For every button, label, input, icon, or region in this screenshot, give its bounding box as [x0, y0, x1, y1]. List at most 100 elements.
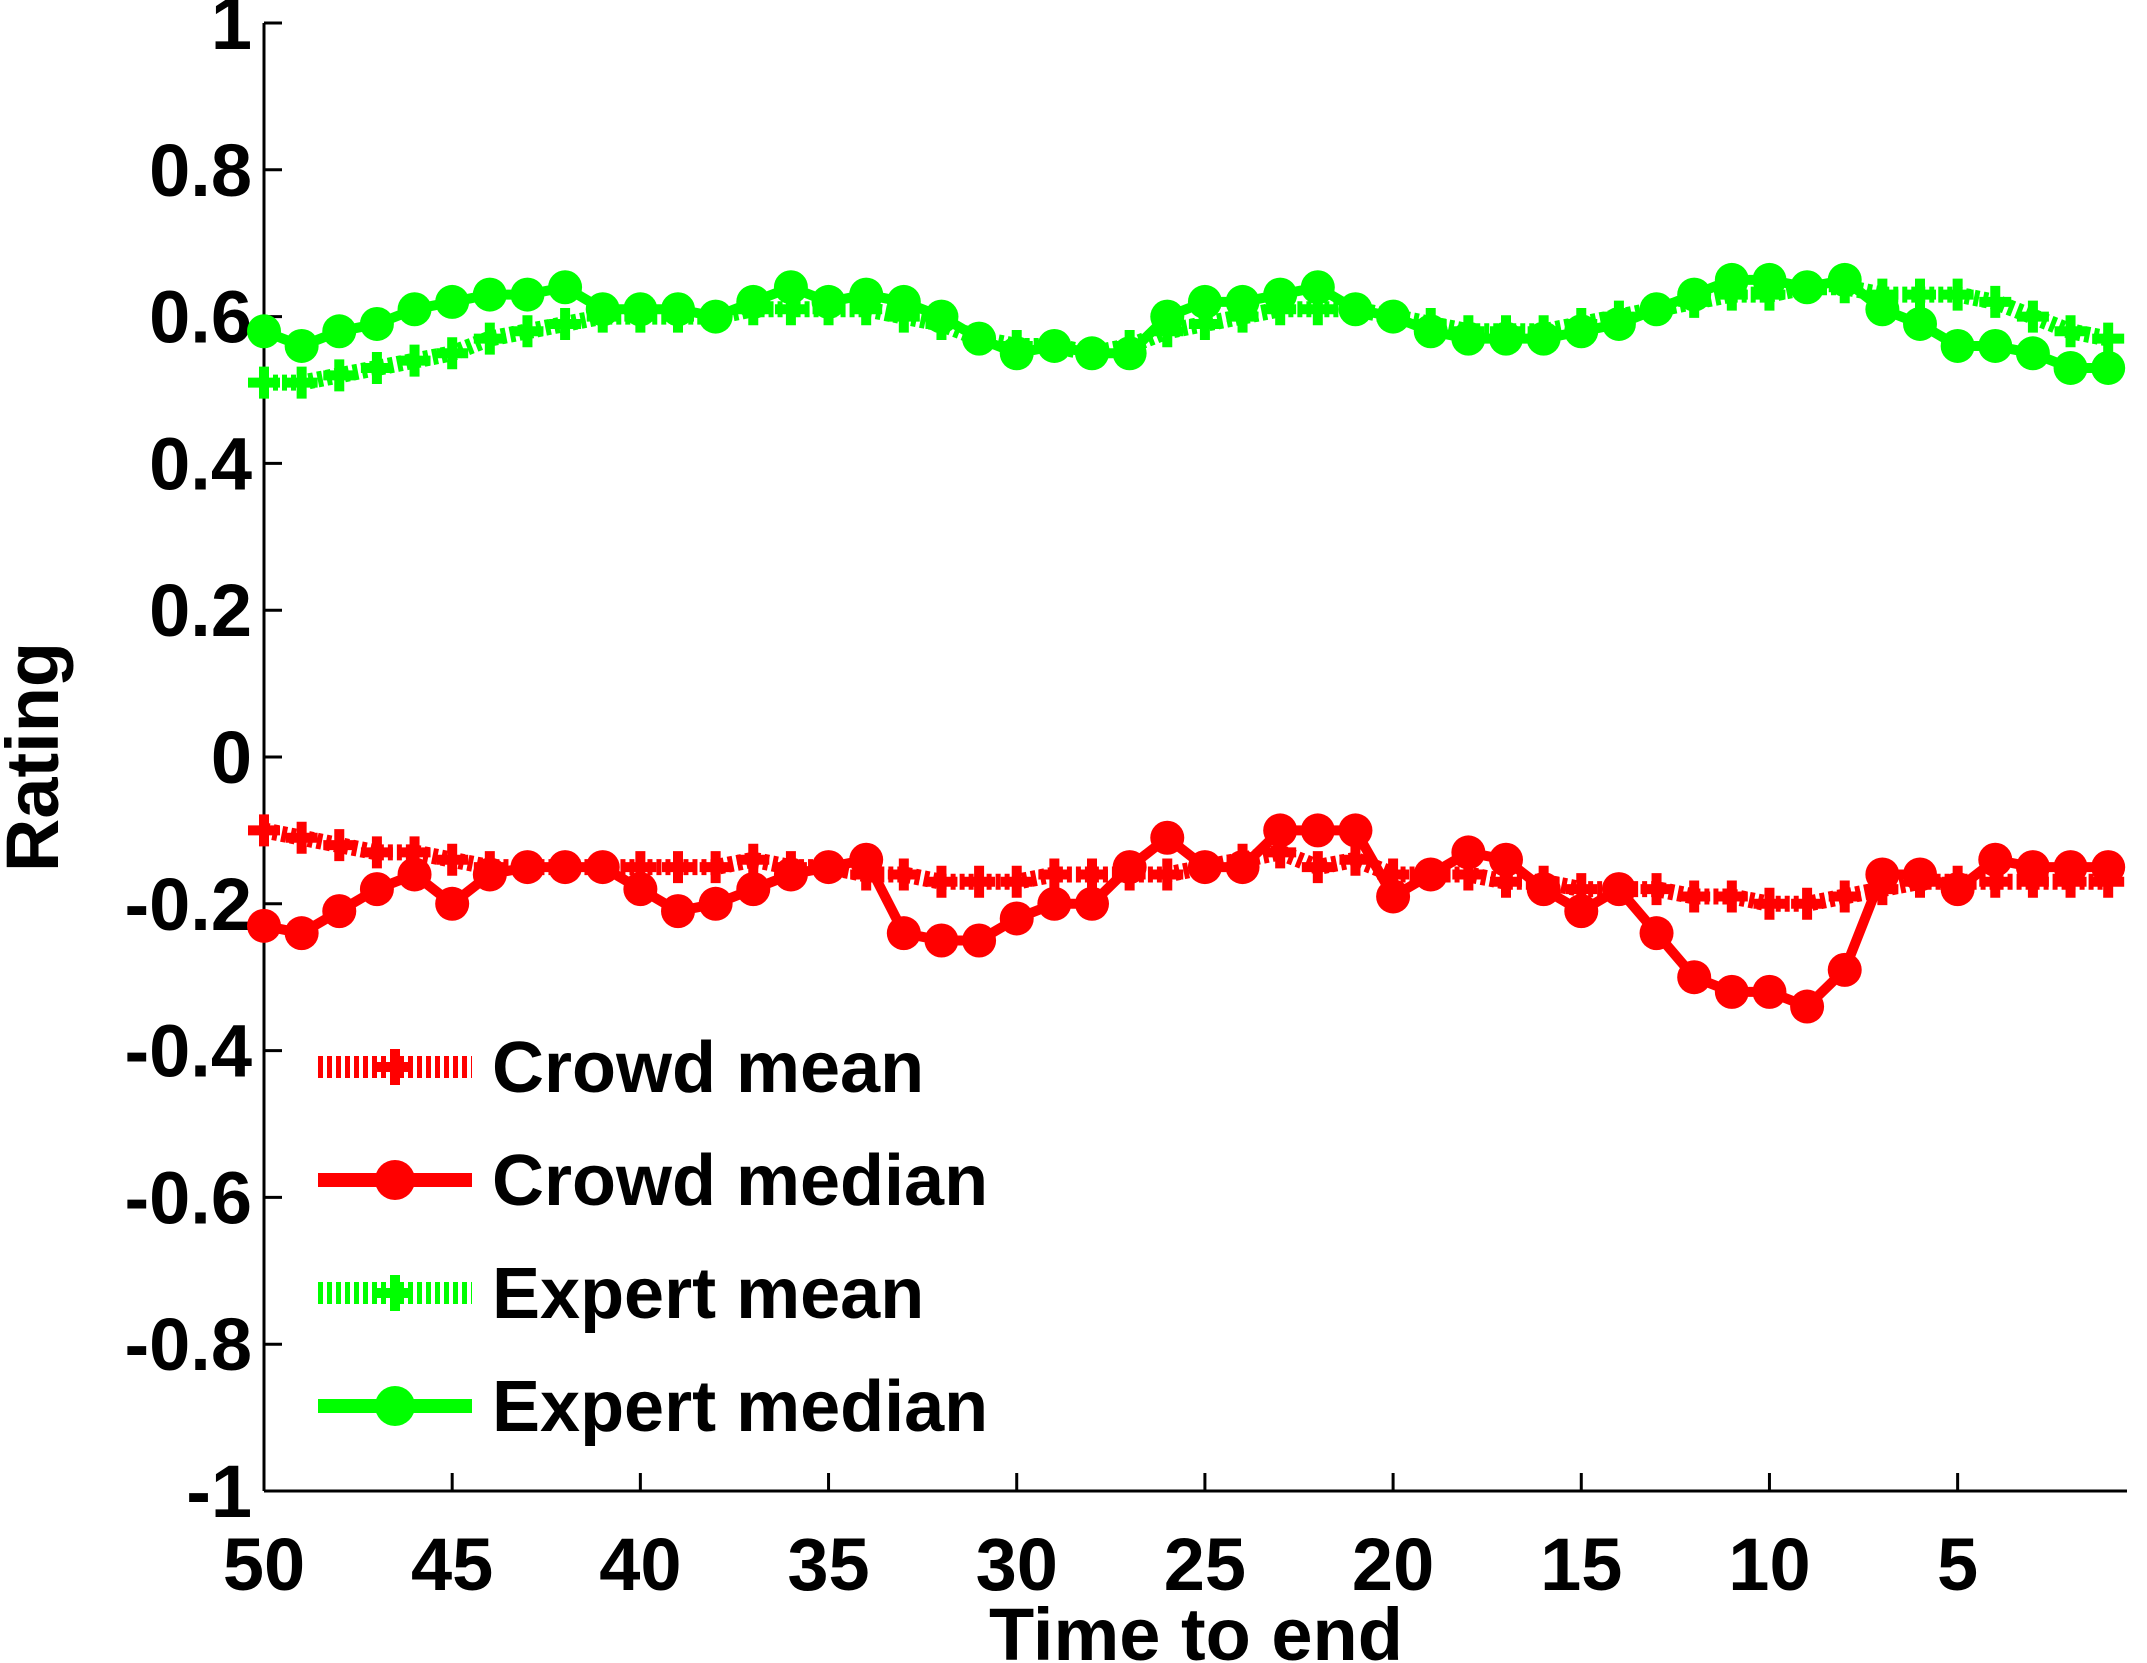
- crowd-median-point: [849, 842, 884, 877]
- expert-median-point: [811, 284, 846, 319]
- expert-mean-point: [436, 337, 469, 370]
- expert-median-point: [2091, 350, 2126, 385]
- expert-median-series: [247, 262, 2126, 385]
- crowd-mean-point: [925, 865, 958, 898]
- expert-median-point: [1263, 277, 1298, 312]
- crowd-mean-point: [1301, 851, 1334, 884]
- crowd-median-point: [1376, 879, 1411, 914]
- expert-median-point: [661, 292, 695, 327]
- expert-mean-point: [398, 344, 431, 377]
- legend-item-crowd-median: Crowd median: [318, 1141, 988, 1221]
- expert-median-point: [1639, 292, 1674, 327]
- crowd-median-point: [359, 872, 394, 907]
- expert-median-point: [1978, 328, 2013, 363]
- y-tick-label: -0.6: [124, 1156, 252, 1239]
- expert-mean-point: [360, 351, 393, 384]
- expert-median-point: [1940, 328, 1975, 363]
- crowd-mean-point: [1715, 880, 1748, 913]
- crowd-median-point: [435, 886, 470, 921]
- x-tick-label: 30: [976, 1523, 1058, 1606]
- expert-median-point: [1225, 284, 1260, 319]
- crowd-median-point: [510, 850, 545, 885]
- crowd-mean-point: [1339, 843, 1372, 876]
- crowd-mean-point: [248, 814, 280, 847]
- crowd-median-point: [811, 850, 846, 885]
- expert-median-point: [1677, 277, 1712, 312]
- expert-median-point: [2015, 336, 2050, 371]
- legend-swatch-marker: [375, 1160, 415, 1200]
- legend-swatch-marker: [375, 1386, 415, 1426]
- expert-median-point: [1075, 336, 1109, 371]
- y-tick-label: -0.8: [124, 1303, 252, 1386]
- crowd-mean-point: [662, 851, 694, 884]
- expert-median-point: [510, 277, 545, 312]
- crowd-median-point: [284, 916, 319, 951]
- expert-median-point: [773, 270, 808, 305]
- expert-median-point: [1752, 262, 1787, 297]
- expert-mean-point: [248, 366, 280, 399]
- expert-median-point: [1376, 299, 1411, 334]
- crowd-median-point: [1150, 820, 1185, 855]
- expert-median-point: [924, 299, 959, 334]
- series-layer: [247, 262, 2126, 1024]
- legend-label: Expert median: [492, 1367, 988, 1447]
- crowd-mean-point: [1791, 887, 1824, 920]
- expert-median-point: [698, 299, 733, 334]
- crowd-median-point: [1263, 813, 1298, 848]
- crowd-mean-point: [1076, 858, 1108, 891]
- crowd-median-point: [1752, 974, 1787, 1009]
- crowd-median-point: [1037, 886, 1072, 921]
- crowd-mean-point: [1828, 880, 1861, 913]
- crowd-median-point: [1413, 857, 1448, 892]
- x-tick-label: 15: [1540, 1523, 1622, 1606]
- expert-median-point: [1489, 321, 1523, 356]
- crowd-median-point: [886, 916, 921, 951]
- y-tick-label: 0.8: [149, 129, 252, 212]
- legend-item-expert-median: Expert median: [318, 1367, 988, 1447]
- y-ticks: 1 0.8 0.6 0.4 0.2 0 -0.2 -0.4 -0.6 -0.8 -1: [124, 0, 282, 1533]
- y-tick-label: -1: [186, 1450, 252, 1533]
- crowd-median-point: [999, 901, 1034, 936]
- legend-label: Expert mean: [492, 1254, 924, 1334]
- crowd-mean-point: [323, 829, 356, 862]
- legend-item-crowd-mean: Crowd mean: [318, 1028, 924, 1108]
- expert-median-point: [1714, 262, 1749, 297]
- x-axis-title: Time to end: [989, 1593, 1403, 1663]
- crowd-mean-point: [699, 851, 732, 884]
- expert-median-point: [999, 336, 1034, 371]
- expert-median-point: [397, 292, 432, 327]
- crowd-median-point: [2091, 850, 2126, 885]
- expert-mean-line: [264, 279, 2110, 391]
- expert-median-point: [1037, 328, 1072, 363]
- expert-mean-point: [1979, 285, 2012, 318]
- expert-median-point: [1526, 321, 1561, 356]
- expert-median-point: [1790, 270, 1825, 305]
- crowd-median-point: [1526, 872, 1561, 907]
- expert-median-point: [1187, 284, 1222, 319]
- expert-median-point: [472, 277, 507, 312]
- crowd-mean-point: [1038, 858, 1071, 891]
- crowd-median-point: [1978, 842, 2013, 877]
- expert-median-point: [1112, 336, 1147, 371]
- y-tick-label: 1: [211, 0, 252, 65]
- expert-median-point: [585, 292, 620, 327]
- crowd-mean-point: [963, 865, 996, 898]
- crowd-median-point: [1338, 813, 1373, 848]
- expert-median-point: [736, 284, 771, 319]
- legend-label: Crowd median: [492, 1141, 988, 1221]
- expert-mean-point: [323, 359, 356, 392]
- expert-median-point: [849, 277, 884, 312]
- expert-median-point: [1564, 314, 1599, 349]
- crowd-mean-point: [436, 843, 469, 876]
- crowd-median-point: [1112, 850, 1147, 885]
- expert-median-point: [1413, 314, 1448, 349]
- expert-mean-point: [549, 307, 582, 340]
- crowd-mean-point: [1678, 880, 1711, 913]
- expert-median-point: [247, 314, 281, 349]
- x-tick-label: 40: [599, 1523, 681, 1606]
- expert-mean-point: [2016, 300, 2049, 333]
- y-tick-label: 0: [211, 716, 252, 799]
- expert-median-point: [1827, 262, 1862, 297]
- crowd-median-point: [1300, 813, 1335, 848]
- y-tick-label: -0.2: [124, 863, 252, 946]
